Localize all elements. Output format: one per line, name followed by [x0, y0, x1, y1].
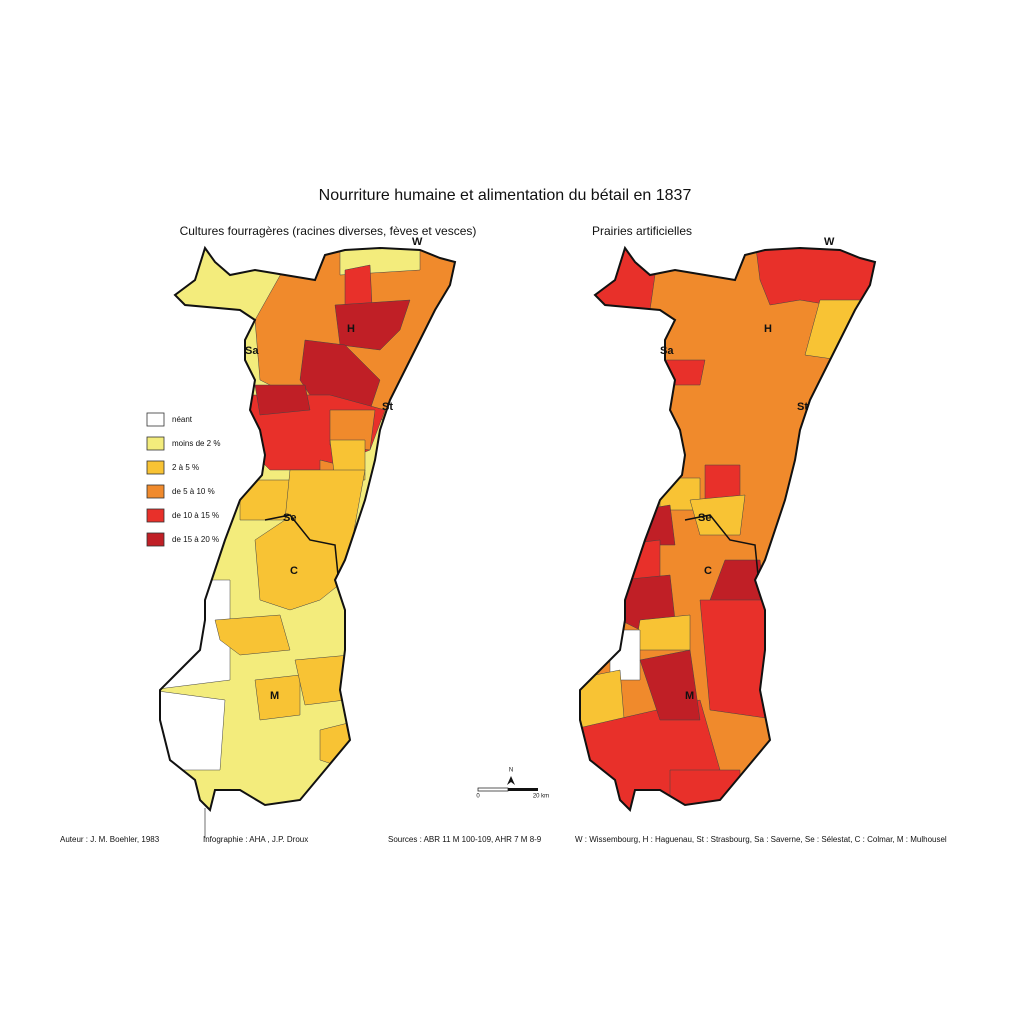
footer-infographie: Infographie : AHA , J.P. Droux: [203, 835, 308, 844]
city-label: C: [704, 565, 712, 577]
scale-bar: N 0 20 km: [476, 768, 549, 800]
city-label: M: [270, 690, 279, 702]
map-right: [580, 248, 875, 810]
legend-label: de 15 à 20 %: [172, 535, 219, 544]
city-label: St: [382, 401, 393, 413]
map-subtitle: Prairies artificielles: [592, 224, 692, 238]
map-left: [160, 248, 455, 810]
city-label: Se: [283, 512, 296, 524]
department-border: [264, 514, 339, 576]
footer-key: W : Wissembourg, H : Haguenau, St : Stra…: [575, 835, 947, 844]
department-border: [684, 514, 759, 576]
city-label: Sa: [660, 345, 674, 357]
legend-label: moins de 2 %: [172, 439, 220, 448]
city-label: W: [412, 236, 423, 248]
legend-label: de 5 à 10 %: [172, 487, 215, 496]
city-label: Se: [698, 512, 711, 524]
legend-label: néant: [172, 415, 193, 424]
footer-sources: Sources : ABR 11 M 100-109, AHR 7 M 8-9: [388, 835, 542, 844]
legend-label: de 10 à 15 %: [172, 511, 219, 520]
legend-swatch: [146, 436, 165, 451]
legend-swatch: [146, 508, 165, 523]
scale-end: 20 km: [533, 794, 549, 800]
city-label: C: [290, 565, 298, 577]
city-label: H: [764, 323, 772, 335]
city-labels: W H Sa St Se C M W H Sa St Se C M: [245, 236, 835, 702]
city-label: W: [824, 236, 835, 248]
footer-author: Auteur : J. M. Boehler, 1983: [60, 835, 160, 844]
city-label: H: [347, 323, 355, 335]
city-label: Sa: [245, 345, 259, 357]
legend-swatch: [146, 484, 165, 499]
legend-swatch: [146, 460, 165, 475]
map-subtitle: Cultures fourragères (racines diverses, …: [180, 224, 477, 238]
city-label: St: [797, 401, 808, 413]
legend-label: 2 à 5 %: [172, 463, 199, 472]
legend-swatch: [146, 532, 165, 547]
scale-start: 0: [476, 794, 480, 800]
title: Nourriture humaine et alimentation du bé…: [319, 187, 692, 204]
city-label: M: [685, 690, 694, 702]
north-label: N: [509, 768, 513, 774]
legend: néant moins de 2 % 2 à 5 % de 5 à 10 % de 10…: [146, 412, 220, 547]
legend-swatch: [146, 412, 165, 427]
